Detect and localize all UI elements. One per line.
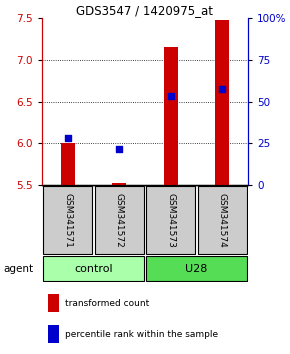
Bar — [48, 325, 59, 343]
Point — [66, 136, 70, 141]
Point — [168, 93, 173, 98]
FancyBboxPatch shape — [197, 187, 247, 253]
Bar — [61, 143, 75, 185]
FancyBboxPatch shape — [43, 256, 144, 281]
Text: U28: U28 — [185, 263, 208, 274]
FancyBboxPatch shape — [146, 187, 195, 253]
FancyBboxPatch shape — [146, 256, 247, 281]
Text: GSM341572: GSM341572 — [115, 193, 124, 247]
Text: agent: agent — [3, 263, 33, 274]
FancyBboxPatch shape — [95, 187, 144, 253]
Text: transformed count: transformed count — [65, 299, 149, 308]
Title: GDS3547 / 1420975_at: GDS3547 / 1420975_at — [77, 4, 213, 17]
Point — [220, 86, 224, 92]
Text: GSM341574: GSM341574 — [218, 193, 227, 247]
Bar — [112, 183, 126, 185]
Text: GSM341573: GSM341573 — [166, 193, 175, 247]
Bar — [48, 294, 59, 312]
FancyBboxPatch shape — [43, 187, 93, 253]
Point — [117, 146, 122, 152]
Text: GSM341571: GSM341571 — [63, 193, 72, 247]
Bar — [164, 47, 178, 185]
Text: control: control — [74, 263, 113, 274]
Bar — [215, 20, 229, 185]
Text: percentile rank within the sample: percentile rank within the sample — [65, 330, 218, 339]
